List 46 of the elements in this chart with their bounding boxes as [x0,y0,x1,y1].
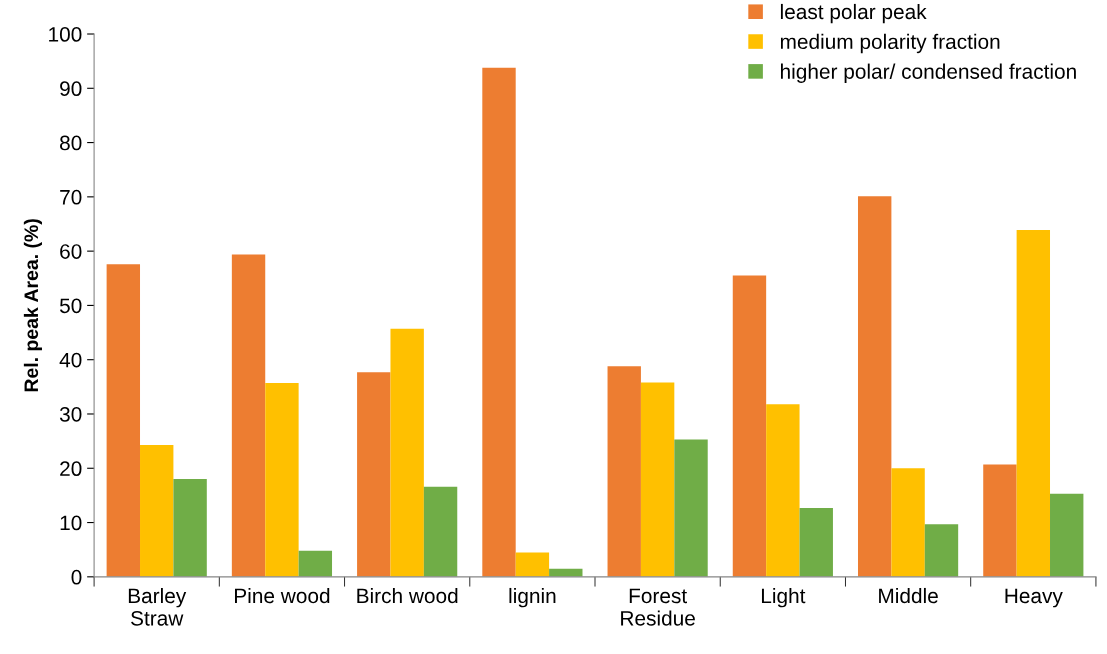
bar [857,196,892,577]
bar [357,372,391,577]
y-tick-label: 10 [60,515,82,531]
bar [265,383,299,577]
y-tick-label: 50 [59,298,82,314]
bar [983,464,1017,577]
bar [515,552,550,577]
x-tick-label: Barley Straw [128,587,187,626]
bar [799,507,833,577]
y-tick-label: 40 [59,352,82,368]
y-tick-label: 30 [59,406,82,422]
bar [423,486,458,577]
x-tick-label: Heavy [1005,588,1063,608]
y-tick-label: 100 [49,27,82,42]
y-tick-label: 60 [60,244,82,259]
x-tick-label: Light [761,587,806,608]
bar [231,254,266,577]
x-tick-label: Pine wood [235,587,330,604]
legend-label: higher polar/ condensed fraction [781,63,1076,83]
bar [482,67,516,577]
bar [891,468,925,577]
y-tick-label: 90 [60,81,82,97]
y-tick-label: 20 [60,461,82,477]
x-tick-label: Middle [879,587,938,604]
bar [140,444,174,577]
bar [732,275,767,577]
legend-label: medium polarity fraction [780,33,1000,54]
bar [674,439,708,577]
x-tick-label: Forest Residue [621,588,695,626]
bar [390,328,424,577]
bar [106,264,141,577]
bar [640,382,675,577]
y-axis-title: Rel. peak Area. (%) [23,219,42,392]
x-tick-label: Birch wood [357,587,458,604]
x-tick-label: lignin [509,587,556,608]
bar [173,479,207,577]
legend-label: least polar peak [780,3,927,24]
bar [924,524,959,577]
bar [1050,493,1084,577]
y-tick-label: 0 [71,569,82,585]
bar [766,404,800,577]
y-tick-label: 70 [60,189,82,205]
bar [298,550,333,577]
bar [1016,229,1051,577]
bar [607,366,641,577]
y-tick-label: 80 [60,135,82,151]
